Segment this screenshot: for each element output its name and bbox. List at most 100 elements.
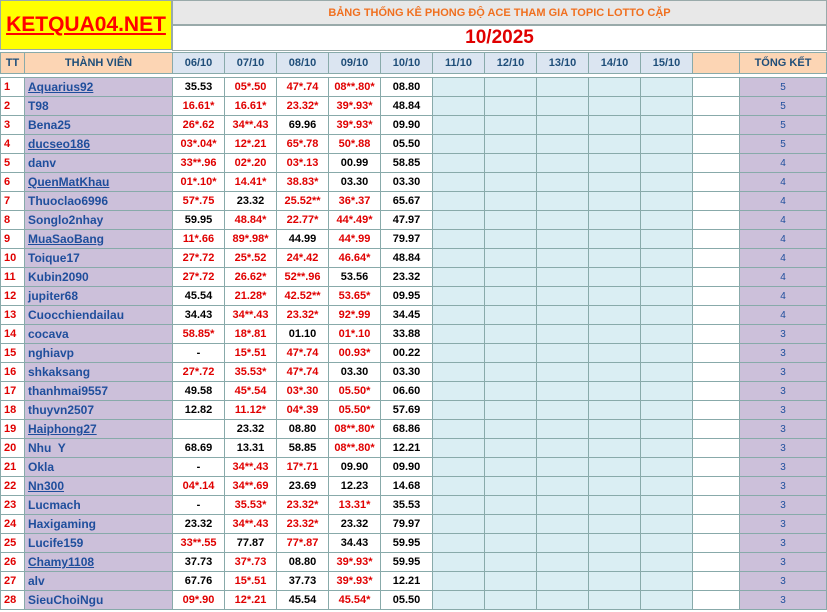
empty-cell	[588, 514, 641, 534]
empty-cell	[432, 400, 485, 420]
empty-cell	[588, 248, 641, 268]
result-cell: 48.84	[380, 96, 433, 116]
member-row: 15 nghiavp -15*.51 47*.74 00.93* 00.22 3	[0, 343, 827, 363]
result-cell: 08.80	[276, 419, 329, 439]
empty-cell	[640, 590, 693, 610]
blank-cell	[692, 495, 740, 515]
result-cell: 34.43	[172, 305, 225, 325]
stats-table: TT THÀNH VIÊN 06/10 07/10 08/10 09/10 10/10 11/…	[0, 52, 827, 610]
blank-cell	[692, 457, 740, 477]
empty-cell	[484, 419, 537, 439]
empty-cell	[640, 495, 693, 515]
member-name: Haiphong27	[24, 419, 173, 439]
empty-cell	[484, 495, 537, 515]
result-cell: 12*.21	[224, 134, 277, 154]
empty-cell	[432, 419, 485, 439]
result-cell: 05.50	[380, 590, 433, 610]
result-cell: 38.83*	[276, 172, 329, 192]
member-name: Thuoclao6996	[24, 191, 173, 211]
result-cell: 00.22	[380, 343, 433, 363]
empty-cell	[588, 457, 641, 477]
member-name: Nn300	[24, 476, 173, 496]
empty-cell	[484, 172, 537, 192]
column-header: 12/10	[484, 52, 537, 74]
empty-cell	[640, 457, 693, 477]
row-number: 21	[0, 457, 25, 477]
result-cell: 57*.75	[172, 191, 225, 211]
total-cell: 3	[739, 571, 827, 591]
result-cell: 16.61*	[224, 96, 277, 116]
member-name: ducseo186	[24, 134, 173, 154]
result-cell: 45.54*	[328, 590, 381, 610]
row-number: 5	[0, 153, 25, 173]
empty-cell	[640, 153, 693, 173]
row-number: 12	[0, 286, 25, 306]
result-cell: 59.95	[380, 533, 433, 553]
empty-cell	[484, 438, 537, 458]
result-cell: 52**.96	[276, 267, 329, 287]
column-header: TT	[0, 52, 25, 74]
row-number: 1	[0, 77, 25, 97]
result-cell: 27*.72	[172, 248, 225, 268]
result-cell: 27*.72	[172, 362, 225, 382]
blank-cell	[692, 153, 740, 173]
member-row: 26 Chamy1108 37.73 37*.73 08.80 39*.93* 59.95 3	[0, 552, 827, 572]
member-name: Nhu Y	[24, 438, 173, 458]
member-row: 17 thanhmai9557 49.58 45*.54 03*.30 05.50* 06.…	[0, 381, 827, 401]
blank-cell	[692, 552, 740, 572]
result-cell: 42.52**	[276, 286, 329, 306]
result-cell: 05*.50	[224, 77, 277, 97]
member-row: 10 Toique17 27*.72 25*.52 24*.42 46.64* 48.84 4	[0, 248, 827, 268]
blank-cell	[692, 248, 740, 268]
empty-cell	[588, 305, 641, 325]
member-row: 22 Nn300 04*.14 34**.69 23.69 12.23 14.68 3	[0, 476, 827, 496]
member-row: 25 Lucife159 33**.55 77.87 77*.87 34.43 59.95 3	[0, 533, 827, 553]
empty-cell	[536, 153, 589, 173]
result-cell: 65.67	[380, 191, 433, 211]
result-cell: 22.77*	[276, 210, 329, 230]
total-cell: 4	[739, 267, 827, 287]
result-cell: 27*.72	[172, 267, 225, 287]
empty-cell	[588, 96, 641, 116]
member-row: 11 Kubin2090 27*.72 26.62* 52**.96 53.56 23.32…	[0, 267, 827, 287]
empty-cell	[484, 153, 537, 173]
empty-cell	[432, 305, 485, 325]
empty-cell	[484, 324, 537, 344]
total-cell: 3	[739, 324, 827, 344]
empty-cell	[588, 343, 641, 363]
member-name: Chamy1108	[24, 552, 173, 572]
result-cell: 01*.10*	[172, 172, 225, 192]
column-header: 11/10	[432, 52, 485, 74]
member-name: alv	[24, 571, 173, 591]
member-row: 3 Bena25 26*.62 34**.43 69.96 39*.93* 09.90 5	[0, 115, 827, 135]
empty-cell	[640, 400, 693, 420]
empty-cell	[640, 438, 693, 458]
result-cell: 34.43	[328, 533, 381, 553]
empty-cell	[536, 438, 589, 458]
empty-cell	[432, 590, 485, 610]
empty-cell	[588, 438, 641, 458]
result-cell: 03.30	[328, 172, 381, 192]
empty-cell	[432, 438, 485, 458]
empty-cell	[432, 229, 485, 249]
period: 10/2025	[172, 25, 827, 51]
row-number: 2	[0, 96, 25, 116]
empty-cell	[484, 267, 537, 287]
total-cell: 4	[739, 305, 827, 325]
blank-cell	[692, 172, 740, 192]
member-row: 6 QuenMatKhau 01*.10* 14.41* 38.83* 03.30 03.3…	[0, 172, 827, 192]
empty-cell	[484, 552, 537, 572]
member-row: 20 Nhu Y 68.69 13.31 58.85 08**.80* 12.21 3	[0, 438, 827, 458]
result-cell: 50*.88	[328, 134, 381, 154]
result-cell: 67.76	[172, 571, 225, 591]
result-cell: 68.86	[380, 419, 433, 439]
empty-cell	[536, 286, 589, 306]
empty-cell	[588, 191, 641, 211]
row-number: 25	[0, 533, 25, 553]
total-cell: 3	[739, 419, 827, 439]
empty-cell	[484, 248, 537, 268]
member-row: 7 Thuoclao6996 57*.75 23.32 25.52** 36*.37 65.…	[0, 191, 827, 211]
result-cell: 14.41*	[224, 172, 277, 192]
empty-cell	[588, 400, 641, 420]
result-cell: 15*.51	[224, 343, 277, 363]
